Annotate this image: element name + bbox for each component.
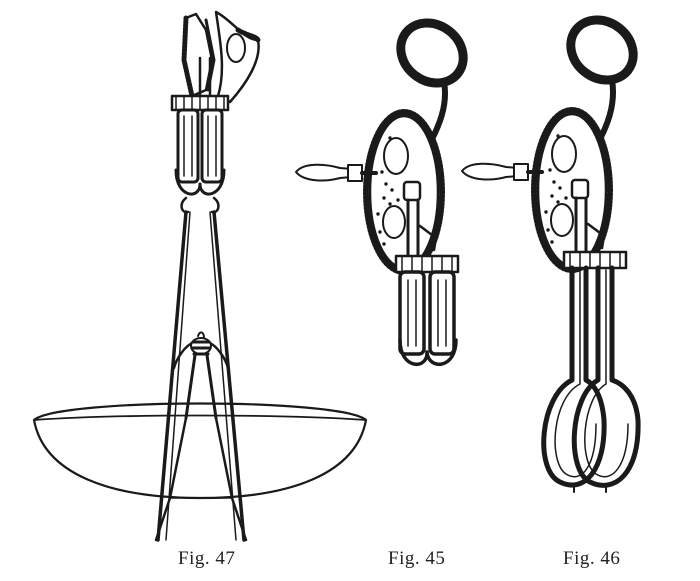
- figure-46-caption: Fig. 46: [563, 548, 621, 569]
- figure-45-caption: Fig. 45: [388, 548, 446, 569]
- figure-46-rotary-beater-loops: [460, 15, 641, 493]
- figure-45-rotary-beater: [294, 18, 468, 367]
- figure-47-caption: Fig. 47: [178, 548, 236, 569]
- figure-47-beater-in-bowl: [32, 10, 368, 542]
